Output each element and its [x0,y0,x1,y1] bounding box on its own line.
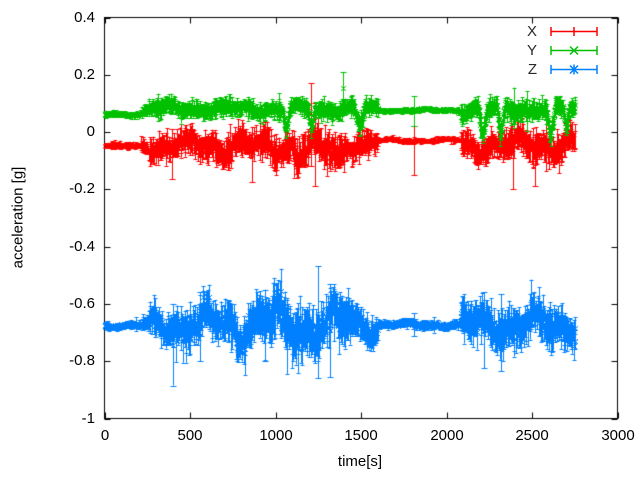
legend-entry-x: X [527,22,599,41]
x-tick-label: 3000 [601,427,635,444]
errorbar-sample-icon-x [550,27,598,36]
x-tick-label: 500 [177,427,203,444]
legend-label-z: Z [527,61,537,78]
errorbar-sample-icon-y [550,45,598,56]
x-tick-label: 0 [100,427,110,444]
x-axis-title: time[s] [337,453,383,470]
y-tick-label: -0.4 [69,238,95,255]
x-tick-label: 1500 [344,427,378,444]
x-tick-label: 1000 [259,427,293,444]
y-tick-label: -0.2 [69,180,95,197]
y-tick-label: -0.8 [69,352,95,369]
y-tick-label: -0.6 [69,295,95,312]
legend-entry-y: Y [527,41,599,60]
y-tick-label: 0 [86,123,95,140]
legend-label-x: X [526,23,537,40]
x-tick-label: 2000 [430,427,464,444]
y-tick-label: -1 [81,410,95,427]
y-tick-label: 0.4 [74,9,95,26]
y-axis-title: acceleration [g] [9,166,27,269]
legend-entry-z: Z [527,60,599,79]
legend-label-y: Y [526,42,537,59]
errorbar-sample-icon-z [550,64,598,75]
x-tick-label: 2500 [515,427,549,444]
legend: X Y Z [527,22,599,79]
y-tick-label: 0.2 [74,66,95,83]
